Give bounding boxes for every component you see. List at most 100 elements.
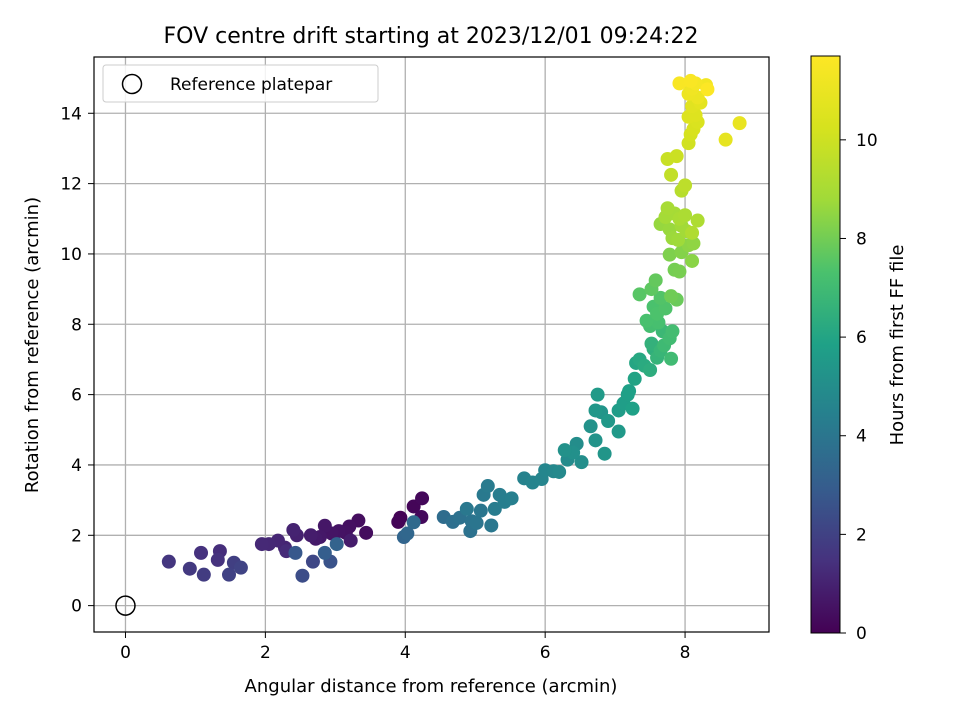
data-point [662,247,677,262]
y-tick-label: 10 [60,245,82,265]
data-point [288,545,303,560]
data-point [648,273,663,288]
data-point [286,523,301,538]
data-point [317,545,332,560]
colorbar-label: Hours from first FF file [887,245,908,446]
x-tick-label: 4 [400,643,411,663]
colorbar-tick-label: 0 [856,624,867,644]
legend-box [102,64,379,103]
data-point [504,491,519,506]
data-point [329,537,344,552]
data-point [400,526,415,541]
data-point [700,82,715,97]
colorbar-tick-label: 10 [856,131,878,151]
data-point [391,514,406,529]
colorbar-tick-label: 4 [856,427,867,447]
legend-entry: Reference platepar [170,75,332,95]
data-point [303,528,318,543]
reference-marker [115,595,136,616]
data-point [233,560,248,575]
data-point [627,371,642,386]
data-point [686,236,701,251]
y-tick-label: 4 [71,456,82,476]
data-point [632,287,647,302]
data-point [343,533,358,548]
data-point [359,525,374,540]
plot-frame [93,56,770,633]
data-point [161,554,176,569]
data-point [669,149,684,164]
data-point [222,567,236,582]
data-point [473,503,488,518]
data-point [683,73,698,88]
data-point [690,213,705,228]
data-point [718,132,733,147]
data-point [196,567,211,582]
data-point [660,201,675,216]
y-axis-label: Rotation from reference (arcmin) [22,197,43,493]
data-point [552,464,567,479]
data-point [194,545,209,560]
data-point [182,561,197,576]
data-point [664,351,679,366]
colorbar: 0 2 4 6 8 10 Hours from first FF file [810,55,908,644]
reference-point [115,595,136,616]
data-point [459,501,474,516]
data-point [665,324,680,339]
data-point [685,225,700,240]
data-point [611,424,626,439]
data-point [487,501,502,516]
data-point [685,253,700,268]
data-point [643,362,658,377]
y-axis-ticks: 0 2 4 6 8 10 12 14 [60,104,94,617]
x-tick-label: 6 [540,643,551,663]
y-tick-label: 2 [71,526,82,546]
x-tick-label: 8 [680,643,691,663]
data-point [732,116,747,131]
colorbar-gradient [810,55,841,634]
data-point [601,413,616,428]
data-point [671,232,686,247]
chart-title: FOV centre drift starting at 2023/12/01 … [164,24,699,49]
y-tick-label: 8 [71,315,82,335]
data-point [317,518,332,533]
colorbar-ticks: 0 2 4 6 8 10 [840,131,878,644]
data-point [588,433,603,448]
x-axis-ticks: 0 2 4 6 8 [120,632,690,663]
x-tick-label: 2 [260,643,271,663]
data-point [672,264,687,279]
data-point [639,313,654,328]
data-point [583,419,598,434]
y-tick-label: 0 [71,597,82,617]
legend-marker-icon [121,73,143,95]
data-point [622,384,637,399]
colorbar-tick-label: 2 [856,525,867,545]
data-point [305,554,320,569]
data-point [678,178,693,193]
data-point [295,568,310,583]
data-point [664,289,679,304]
data-point [678,208,693,223]
data-point [574,455,589,470]
data-point [484,518,499,533]
y-tick-label: 6 [71,386,82,406]
data-point [406,515,421,530]
data-point [210,552,225,567]
data-point [254,537,269,552]
legend: Reference platepar [102,64,379,103]
y-tick-label: 14 [60,104,82,124]
data-point [658,301,673,316]
y-tick-label: 12 [60,175,82,195]
colorbar-tick-label: 6 [856,328,867,348]
data-point [480,479,495,494]
scatter-points [161,73,747,583]
data-point [415,491,430,506]
colorbar-tick-label: 8 [856,229,867,249]
data-point [672,76,687,91]
data-point [469,515,484,530]
data-point [557,443,572,458]
data-point [653,290,668,305]
data-point [597,446,612,461]
data-point [664,167,679,182]
